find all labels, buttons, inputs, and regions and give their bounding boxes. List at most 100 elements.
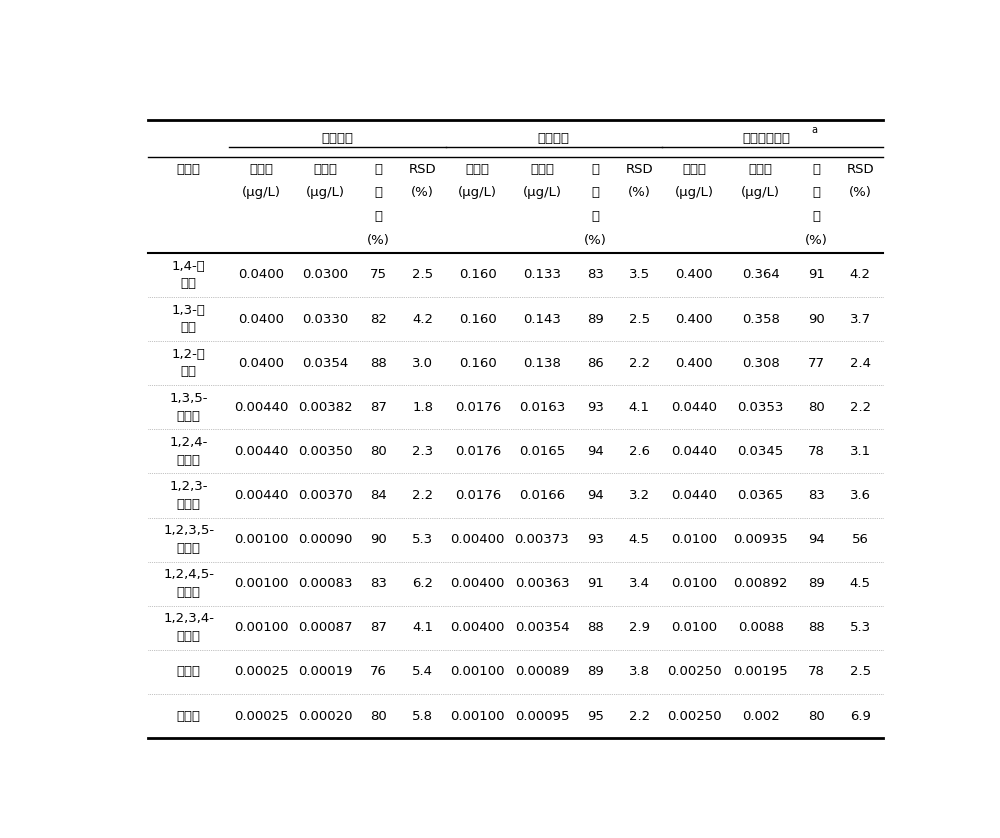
Text: 6.9: 6.9: [850, 710, 871, 722]
Text: RSD: RSD: [625, 163, 653, 176]
Text: 87: 87: [370, 401, 387, 414]
Text: 加标量: 加标量: [466, 163, 490, 176]
Text: 0.00195: 0.00195: [733, 665, 788, 679]
Text: 0.002: 0.002: [742, 710, 780, 722]
Text: 1.8: 1.8: [412, 401, 433, 414]
Text: 89: 89: [808, 577, 824, 590]
Text: 80: 80: [370, 445, 387, 458]
Text: 标准海水: 标准海水: [321, 132, 353, 145]
Text: 1,2,4-: 1,2,4-: [170, 436, 208, 449]
Text: 83: 83: [370, 577, 387, 590]
Text: 77: 77: [808, 357, 825, 370]
Text: 88: 88: [370, 357, 387, 370]
Text: 1,2,4,5-: 1,2,4,5-: [163, 568, 214, 582]
Text: 78: 78: [808, 665, 825, 679]
Text: 0.0088: 0.0088: [738, 621, 784, 634]
Text: 3.6: 3.6: [850, 489, 871, 502]
Text: 94: 94: [808, 533, 824, 546]
Text: 4.1: 4.1: [412, 621, 433, 634]
Text: 0.00400: 0.00400: [451, 533, 505, 546]
Text: 93: 93: [587, 533, 604, 546]
Text: 0.364: 0.364: [742, 268, 780, 282]
Text: 4.5: 4.5: [629, 533, 650, 546]
Text: 0.00892: 0.00892: [733, 577, 788, 590]
Text: 93: 93: [587, 401, 604, 414]
Text: 3.4: 3.4: [629, 577, 650, 590]
Text: 83: 83: [808, 489, 825, 502]
Text: 氯苯: 氯苯: [181, 321, 197, 334]
Text: 收: 收: [812, 186, 820, 199]
Text: 回: 回: [591, 163, 599, 176]
Text: 0.00350: 0.00350: [298, 445, 353, 458]
Text: 0.0176: 0.0176: [455, 401, 501, 414]
Text: 氯苯: 氯苯: [181, 277, 197, 290]
Text: 0.0354: 0.0354: [302, 357, 349, 370]
Text: (μg/L): (μg/L): [522, 186, 561, 199]
Text: 0.0345: 0.0345: [738, 445, 784, 458]
Text: 82: 82: [370, 313, 387, 325]
Text: 0.00440: 0.00440: [234, 401, 289, 414]
Text: 1,2,3-: 1,2,3-: [169, 480, 208, 493]
Text: 94: 94: [587, 445, 604, 458]
Text: 0.00250: 0.00250: [667, 665, 722, 679]
Text: 0.00354: 0.00354: [515, 621, 569, 634]
Text: 三氯苯: 三氯苯: [177, 498, 201, 511]
Text: 收: 收: [591, 186, 599, 199]
Text: 0.160: 0.160: [459, 357, 497, 370]
Text: 2.4: 2.4: [850, 357, 871, 370]
Text: 4.1: 4.1: [629, 401, 650, 414]
Text: 3.2: 3.2: [629, 489, 650, 502]
Text: RSD: RSD: [846, 163, 874, 176]
Text: 1,2-二: 1,2-二: [172, 348, 206, 361]
Text: 0.0176: 0.0176: [455, 489, 501, 502]
Text: 2.2: 2.2: [412, 489, 433, 502]
Text: 加标量: 加标量: [682, 163, 706, 176]
Text: (μg/L): (μg/L): [242, 186, 281, 199]
Text: 三氯苯: 三氯苯: [177, 453, 201, 467]
Text: 5.8: 5.8: [412, 710, 433, 722]
Text: 0.0400: 0.0400: [238, 313, 284, 325]
Text: 88: 88: [808, 621, 824, 634]
Text: 2.2: 2.2: [850, 401, 871, 414]
Text: 0.00382: 0.00382: [298, 401, 353, 414]
Text: 0.00935: 0.00935: [733, 533, 788, 546]
Text: 80: 80: [808, 710, 824, 722]
Text: 0.00363: 0.00363: [515, 577, 569, 590]
Text: 0.0440: 0.0440: [671, 445, 717, 458]
Text: 0.0100: 0.0100: [671, 577, 717, 590]
Text: 84: 84: [370, 489, 387, 502]
Text: (μg/L): (μg/L): [741, 186, 780, 199]
Text: (μg/L): (μg/L): [458, 186, 497, 199]
Text: 四氯苯: 四氯苯: [177, 542, 201, 555]
Text: 56: 56: [852, 533, 869, 546]
Text: 0.00095: 0.00095: [515, 710, 569, 722]
Text: 0.00440: 0.00440: [234, 445, 289, 458]
Text: 0.00100: 0.00100: [451, 710, 505, 722]
Text: (%): (%): [849, 186, 872, 199]
Text: 88: 88: [587, 621, 604, 634]
Text: 回: 回: [812, 163, 820, 176]
Text: 0.0365: 0.0365: [738, 489, 784, 502]
Text: 0.0100: 0.0100: [671, 533, 717, 546]
Text: 89: 89: [587, 665, 604, 679]
Text: 83: 83: [587, 268, 604, 282]
Text: 0.0440: 0.0440: [671, 401, 717, 414]
Text: 1,3-二: 1,3-二: [172, 303, 206, 317]
Text: 0.0330: 0.0330: [302, 313, 349, 325]
Text: 0.00100: 0.00100: [234, 533, 289, 546]
Text: 94: 94: [587, 489, 604, 502]
Text: 0.400: 0.400: [675, 268, 713, 282]
Text: 三氯苯: 三氯苯: [177, 410, 201, 422]
Text: 标准海水海水: 标准海水海水: [742, 132, 790, 145]
Text: 0.00100: 0.00100: [451, 665, 505, 679]
Text: 90: 90: [808, 313, 824, 325]
Text: 0.0176: 0.0176: [455, 445, 501, 458]
Text: 87: 87: [370, 621, 387, 634]
Text: 0.0400: 0.0400: [238, 357, 284, 370]
Text: 0.0400: 0.0400: [238, 268, 284, 282]
Text: 四氯苯: 四氯苯: [177, 586, 201, 599]
Text: 5.3: 5.3: [412, 533, 433, 546]
Text: 0.00025: 0.00025: [234, 665, 289, 679]
Text: 0.00087: 0.00087: [298, 621, 353, 634]
Text: 2.6: 2.6: [629, 445, 650, 458]
